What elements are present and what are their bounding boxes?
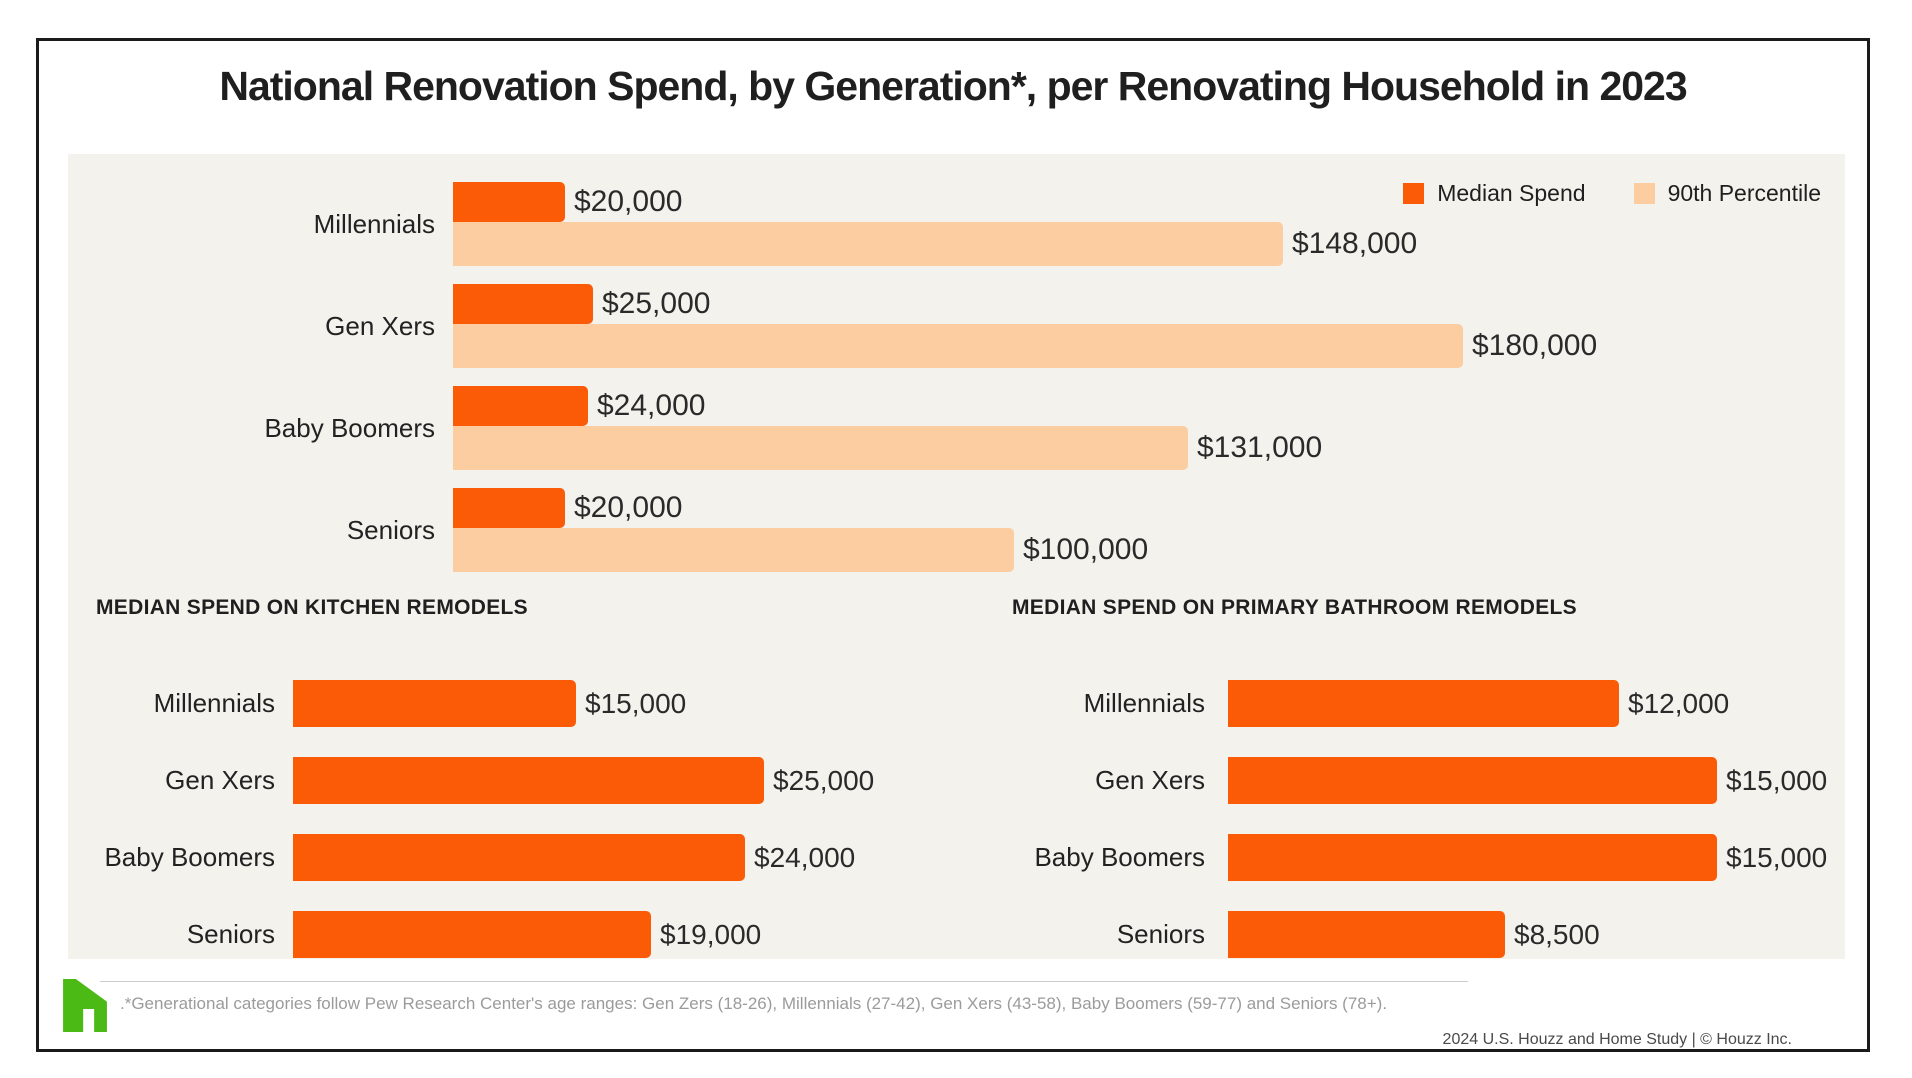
bathroom-spend-value: $12,000 <box>1628 687 1730 719</box>
median-spend-bar <box>453 284 593 324</box>
kitchen-median-spend-bar <box>293 680 576 727</box>
bathroom-median-spend-bar <box>1228 757 1717 804</box>
percentile-legend-label: 90th Percentile <box>1667 180 1821 206</box>
median-spend-swatch-icon <box>1403 183 1425 204</box>
bathroom-spend-value: $15,000 <box>1726 764 1828 796</box>
footer-divider <box>100 981 1468 982</box>
legend-item-percentile: 90th Percentile <box>1633 180 1821 207</box>
bathroom-category-label: Millennials <box>1083 688 1205 718</box>
kitchen-median-spend-bar <box>293 834 745 881</box>
kitchen-median-spend-bar <box>293 911 651 958</box>
percentile-bar <box>453 426 1188 470</box>
bathroom-category-label: Gen Xers <box>1095 765 1205 795</box>
percentile-value: $148,000 <box>1292 227 1418 260</box>
bathroom-median-spend-bar <box>1228 911 1505 958</box>
bathroom-category-label: Seniors <box>1116 919 1205 949</box>
kitchen-spend-value: $15,000 <box>585 687 687 719</box>
kitchen-spend-value: $25,000 <box>773 764 875 796</box>
kitchen-spend-value: $24,000 <box>754 841 856 873</box>
main-category-label: Millennials <box>313 208 435 239</box>
percentile-bar <box>453 528 1014 572</box>
main-category-label: Seniors <box>346 514 435 545</box>
median-spend-value: $20,000 <box>574 491 683 524</box>
chart-rows-layer: Millennials $20,000 $148,000 Gen Xers $25,00… <box>68 154 1845 959</box>
main-category-label: Gen Xers <box>325 310 435 341</box>
page-title: National Renovation Spend, by Generation… <box>219 63 1687 109</box>
median-spend-value: $25,000 <box>602 287 711 320</box>
percentile-value: $100,000 <box>1023 533 1149 566</box>
bathroom-median-spend-bar <box>1228 680 1619 727</box>
percentile-bar <box>453 222 1283 266</box>
kitchen-spend-value: $19,000 <box>660 918 762 950</box>
kitchen-category-label: Millennials <box>153 688 275 718</box>
median-spend-bar <box>453 182 565 222</box>
houzz-logo-icon <box>63 979 107 1032</box>
median-spend-value: $24,000 <box>597 389 706 422</box>
bathroom-category-label: Baby Boomers <box>1034 842 1205 872</box>
bathroom-median-spend-bar <box>1228 834 1717 881</box>
bathroom-chart-title: MEDIAN SPEND ON PRIMARY BATHROOM REMODEL… <box>1012 596 1577 619</box>
percentile-bar <box>453 324 1463 368</box>
median-spend-value: $20,000 <box>574 185 683 218</box>
infographic-frame: National Renovation Spend, by Generation… <box>36 38 1870 1052</box>
median-spend-bar <box>453 386 588 426</box>
legend-item-median: Median Spend <box>1403 180 1586 207</box>
bathroom-spend-value: $15,000 <box>1726 841 1828 873</box>
kitchen-chart-title: MEDIAN SPEND ON KITCHEN REMODELS <box>96 596 528 619</box>
footnote-text: .*Generational categories follow Pew Res… <box>120 994 1388 1013</box>
kitchen-category-label: Baby Boomers <box>104 842 275 872</box>
percentile-swatch-icon <box>1633 183 1655 204</box>
main-category-label: Baby Boomers <box>264 412 435 443</box>
kitchen-category-label: Gen Xers <box>165 765 275 795</box>
percentile-value: $180,000 <box>1472 329 1598 362</box>
legend: Median Spend 90th Percentile <box>1403 180 1821 207</box>
kitchen-median-spend-bar <box>293 757 764 804</box>
copyright-text: 2024 U.S. Houzz and Home Study | © Houzz… <box>1442 1031 1792 1048</box>
percentile-value: $131,000 <box>1197 431 1323 464</box>
median-spend-bar <box>453 488 565 528</box>
bathroom-spend-value: $8,500 <box>1514 918 1600 950</box>
kitchen-category-label: Seniors <box>186 919 275 949</box>
chart-panel: Median Spend 90th Percentile MEDIAN SPEN… <box>68 154 1845 959</box>
median-spend-legend-label: Median Spend <box>1437 180 1586 206</box>
